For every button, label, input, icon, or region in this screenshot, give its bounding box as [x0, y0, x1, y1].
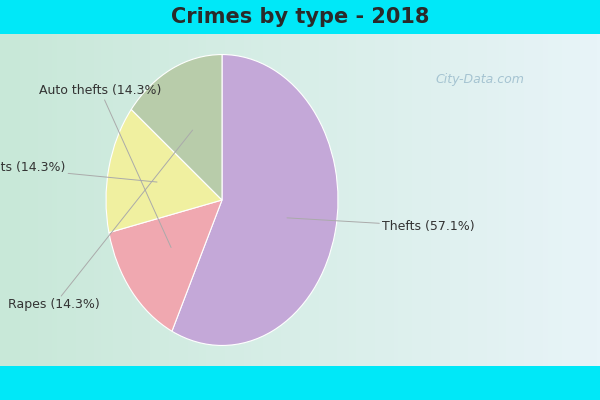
Text: Auto thefts (14.3%): Auto thefts (14.3%)	[40, 84, 171, 248]
Text: Assaults (14.3%): Assaults (14.3%)	[0, 162, 157, 182]
Text: Crimes by type - 2018: Crimes by type - 2018	[171, 7, 429, 27]
Wedge shape	[131, 54, 222, 200]
Wedge shape	[172, 54, 338, 346]
Text: Rapes (14.3%): Rapes (14.3%)	[8, 130, 193, 311]
Text: Thefts (57.1%): Thefts (57.1%)	[287, 218, 475, 233]
Wedge shape	[106, 110, 222, 233]
Text: City-Data.com: City-Data.com	[436, 74, 524, 86]
Wedge shape	[109, 200, 222, 331]
